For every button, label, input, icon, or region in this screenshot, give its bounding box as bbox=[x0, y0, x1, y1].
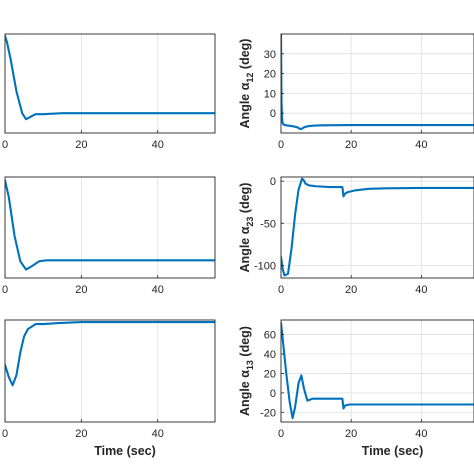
data-series-line bbox=[5, 179, 215, 271]
y-axis-label-subscript: 23 bbox=[245, 217, 255, 227]
y-axis-label-main: Angle α bbox=[238, 370, 252, 416]
y-tick-label: 20 bbox=[264, 69, 276, 81]
x-tick-label: 0 bbox=[278, 428, 284, 440]
x-tick-label: 20 bbox=[75, 139, 87, 151]
y-tick-label: 0 bbox=[270, 388, 276, 400]
x-axis-label: Time (sec) bbox=[94, 444, 156, 458]
panel-left-bottom: 0 20 40 Time (sec) bbox=[2, 319, 216, 458]
axes-frame bbox=[280, 319, 474, 423]
y-tick-label: 0 bbox=[270, 176, 276, 188]
x-tick-label: 40 bbox=[415, 139, 427, 151]
x-tick-label: 0 bbox=[278, 284, 284, 296]
y-tick-label: 0 bbox=[270, 108, 276, 120]
axes-frame bbox=[4, 33, 216, 134]
y-axis-label-unit: (deg) bbox=[238, 183, 252, 217]
data-series-line bbox=[281, 34, 474, 131]
x-tick-label: 0 bbox=[2, 428, 8, 440]
panel-right-middle: 0 20 40 -100 -50 0 Angle α23 (deg) bbox=[238, 176, 474, 296]
y-axis-label-subscript: 12 bbox=[245, 73, 255, 83]
y-axis-label-unit: (deg) bbox=[238, 326, 252, 360]
plot-area bbox=[281, 34, 474, 133]
y-tick-label: 30 bbox=[264, 49, 276, 61]
x-tick-label: 40 bbox=[152, 428, 164, 440]
plot-area bbox=[5, 320, 215, 422]
x-axis-label: Time (sec) bbox=[362, 444, 424, 458]
y-tick-label: 60 bbox=[264, 330, 276, 342]
plot-area bbox=[5, 34, 215, 133]
y-tick-label: -50 bbox=[260, 218, 276, 230]
axes-frame bbox=[280, 176, 474, 279]
y-axis-label: Angle α13 (deg) bbox=[238, 326, 255, 416]
x-tick-label: 0 bbox=[2, 139, 8, 151]
x-tick-label: 20 bbox=[345, 139, 357, 151]
y-axis-label-main: Angle α bbox=[238, 82, 252, 128]
y-tick-label: 10 bbox=[264, 88, 276, 100]
y-axis-label-subscript: 13 bbox=[245, 360, 255, 370]
panel-left-middle: 0 20 40 bbox=[2, 176, 216, 296]
x-tick-label: 0 bbox=[278, 139, 284, 151]
plot-area bbox=[281, 320, 474, 422]
y-tick-label: -20 bbox=[260, 407, 276, 419]
data-series-line bbox=[5, 34, 215, 121]
x-tick-label: 40 bbox=[152, 284, 164, 296]
y-axis-label: Angle α12 (deg) bbox=[238, 39, 255, 129]
plot-area bbox=[281, 177, 474, 278]
y-tick-label: -100 bbox=[254, 260, 276, 272]
data-series-line bbox=[5, 320, 215, 387]
x-tick-label: 40 bbox=[152, 139, 164, 151]
axes-frame bbox=[280, 33, 474, 134]
x-tick-label: 0 bbox=[2, 284, 8, 296]
panel-left-top: 0 20 40 bbox=[2, 33, 216, 151]
x-tick-label: 20 bbox=[345, 428, 357, 440]
y-axis-label-main: Angle α bbox=[238, 226, 252, 272]
data-series-line bbox=[281, 321, 474, 420]
y-tick-label: 40 bbox=[264, 349, 276, 361]
x-tick-label: 20 bbox=[75, 284, 87, 296]
x-tick-label: 40 bbox=[415, 284, 427, 296]
x-tick-label: 40 bbox=[415, 428, 427, 440]
axes-frame bbox=[4, 176, 216, 279]
y-axis-label: Angle α23 (deg) bbox=[238, 183, 255, 273]
y-axis-label-unit: (deg) bbox=[238, 39, 252, 73]
data-series-line bbox=[281, 177, 474, 277]
x-tick-label: 20 bbox=[75, 428, 87, 440]
x-tick-label: 20 bbox=[345, 284, 357, 296]
axes-frame bbox=[4, 319, 216, 423]
panel-right-top: 0 20 40 0 10 20 30 Angle α12 (deg) bbox=[238, 33, 474, 151]
y-tick-label: 20 bbox=[264, 368, 276, 380]
